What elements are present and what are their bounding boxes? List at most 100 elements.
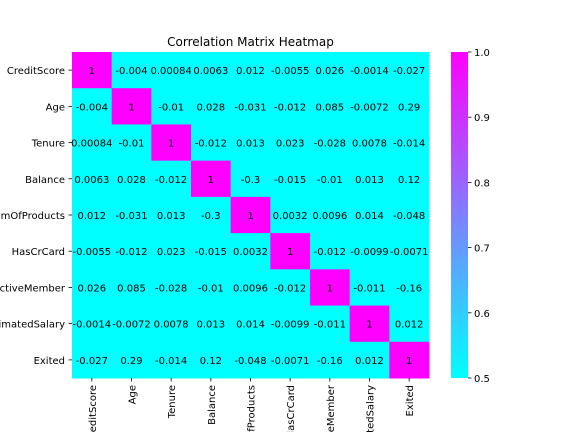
cell-value-label: 0.0096 [312, 211, 347, 222]
cell-value-label: -0.004 [115, 66, 147, 77]
heatmap-cell [111, 305, 152, 343]
cell-value-label: -0.012 [274, 283, 306, 294]
heatmap-cell [270, 196, 311, 234]
heatmap-cell [310, 124, 351, 162]
cell-value-label: 0.00084 [150, 66, 191, 77]
cell-value-label: 0.0078 [352, 139, 387, 150]
heatmap-cell [389, 160, 430, 198]
row-tick-label: EstimatedSalary [0, 320, 65, 331]
heatmap-cell [389, 233, 430, 270]
heatmap-cell [191, 88, 232, 125]
heatmap-cell [230, 52, 271, 89]
row-tick-label: Age [46, 102, 65, 113]
heatmap-cell [111, 233, 152, 270]
cell-value-label: -0.01 [158, 102, 184, 113]
cell-value-label: 0.085 [117, 283, 146, 294]
cell-value-label: -0.01 [317, 175, 343, 186]
heatmap-cell [270, 305, 311, 343]
heatmap-cell [191, 196, 232, 234]
heatmap-cell [72, 52, 113, 89]
heatmap-cell [389, 196, 430, 234]
heatmap-cell [191, 160, 232, 198]
heatmap-cell [151, 160, 192, 198]
column-tick-label: EstimatedSalary [366, 385, 377, 432]
heatmap-cell [310, 196, 351, 234]
heatmap-cell [151, 52, 192, 89]
heatmap-cell [230, 124, 271, 162]
cell-value-label: -0.014 [393, 139, 425, 150]
cell-value-label: 0.012 [78, 211, 107, 222]
heatmap-cell [151, 124, 192, 162]
heatmap-cell [389, 341, 430, 379]
cell-value-label: 1 [247, 211, 253, 222]
cell-value-label: 0.012 [355, 356, 384, 367]
column-tick-label: Tenure [167, 385, 178, 419]
heatmap-cell [111, 341, 152, 379]
cell-value-label: 0.0032 [273, 211, 308, 222]
cell-value-label: -0.0014 [73, 320, 112, 331]
heatmap-cell [72, 233, 113, 270]
heatmap-cell [389, 269, 430, 307]
heatmap-cell [389, 124, 430, 162]
heatmap-cell [191, 305, 232, 343]
column-tick-label: NumOfProducts [247, 385, 258, 432]
cell-value-label: -0.16 [317, 356, 343, 367]
heatmap-cell [270, 88, 311, 125]
colorbar-tick-label: 0.5 [474, 374, 490, 385]
heatmap-cell [151, 269, 192, 307]
column-tick-label: Balance [207, 385, 218, 425]
cell-value-label: 0.023 [157, 247, 186, 258]
row-tick-label: HasCrCard [12, 247, 65, 258]
cell-value-label: 0.12 [200, 356, 222, 367]
heatmap-cell [270, 124, 311, 162]
cell-value-label: -0.012 [314, 247, 346, 258]
cell-value-label: 0.013 [355, 175, 384, 186]
colorbar: 0.5 0.6 0.7 0.8 0.9 1.0 [451, 48, 490, 385]
heatmap-cell [111, 52, 152, 89]
cell-value-label: -0.027 [393, 66, 425, 77]
heatmap-cell [310, 52, 351, 89]
cell-value-label: -0.0072 [112, 320, 151, 331]
heatmap-cells: 1 -0.004 0.00084 0.0063 0.012 -0.0055 0.026 -0.… [71, 52, 430, 379]
cell-value-label: 0.12 [398, 175, 420, 186]
heatmap-cell [230, 160, 271, 198]
cell-value-label: -0.012 [195, 139, 227, 150]
cell-value-label: -0.0071 [271, 356, 310, 367]
heatmap-cell [72, 124, 113, 162]
heatmap-cell [270, 233, 311, 270]
heatmap-cell [191, 269, 232, 307]
colorbar-tick-label: 0.6 [474, 309, 490, 320]
heatmap-cell [230, 233, 271, 270]
cell-value-label: 1 [168, 139, 174, 150]
cell-value-label: 0.014 [236, 320, 265, 331]
cell-value-label: 0.028 [197, 102, 226, 113]
heatmap-cell [349, 88, 390, 125]
cell-value-label: 1 [327, 283, 333, 294]
heatmap-cell [349, 196, 390, 234]
cell-value-label: -0.16 [396, 283, 422, 294]
cell-value-label: 0.085 [316, 102, 345, 113]
heatmap-cell [111, 160, 152, 198]
heatmap-cell [230, 305, 271, 343]
cell-value-label: -0.012 [155, 175, 187, 186]
cell-value-label: -0.01 [198, 283, 224, 294]
heatmap-cell [72, 341, 113, 379]
cell-value-label: -0.012 [274, 102, 306, 113]
heatmap-cell [270, 160, 311, 198]
column-tick-label: IsActiveMember [326, 384, 337, 432]
cell-value-label: -0.0055 [271, 66, 310, 77]
cell-value-label: 0.012 [236, 66, 265, 77]
heatmap-cell [389, 305, 430, 343]
row-labels: CreditScore Age Tenure Balance NumOfProducts… [0, 66, 72, 367]
row-tick-label: CreditScore [7, 66, 65, 77]
heatmap-cell [72, 160, 113, 198]
cell-value-label: -0.0099 [350, 247, 389, 258]
heatmap-cell [389, 52, 430, 89]
heatmap-cell [230, 269, 271, 307]
column-tick-label: Age [128, 385, 139, 404]
colorbar-gradient [451, 52, 468, 378]
heatmap-cell [191, 341, 232, 379]
cell-value-label: 0.00084 [71, 139, 112, 150]
cell-value-label: -0.0072 [350, 102, 389, 113]
heatmap-cell [111, 88, 152, 125]
